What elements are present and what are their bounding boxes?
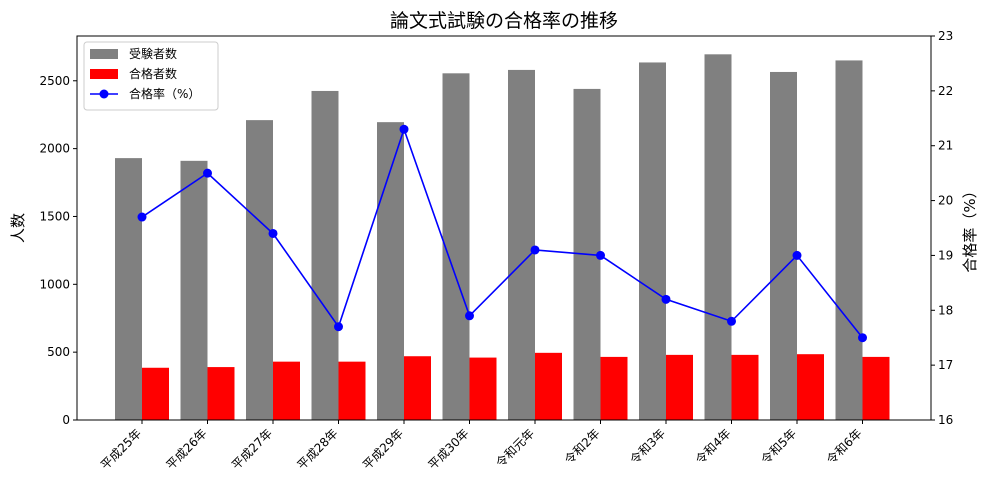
x-tick-label-11: 令和6年 xyxy=(823,426,864,467)
chart-title: 論文式試験の合格率の推移 xyxy=(390,10,618,32)
bar-passers-1 xyxy=(207,367,235,420)
bar-passers-8 xyxy=(666,354,693,420)
x-tick-label-5: 平成30年 xyxy=(425,426,471,472)
legend-label-2: 合格率（%） xyxy=(129,86,200,101)
x-tick-label-2: 平成27年 xyxy=(229,426,275,472)
bar-examinees-10 xyxy=(770,71,797,421)
y-tick-label-3: 1500 xyxy=(39,209,70,223)
bar-examinees-3 xyxy=(311,90,339,420)
y2-tick-label-1: 17 xyxy=(938,358,953,372)
plot-area xyxy=(115,54,890,421)
bar-examinees-0 xyxy=(115,158,142,420)
bar-passers-0 xyxy=(142,367,169,420)
bar-passers-7 xyxy=(600,356,628,420)
x-tick-label-1: 平成26年 xyxy=(163,426,209,472)
point-pass-rate-4 xyxy=(399,124,409,134)
x-tick-label-10: 令和5年 xyxy=(758,426,799,467)
x-tick-label-6: 令和元年 xyxy=(493,426,538,471)
bar-examinees-2 xyxy=(246,120,273,421)
legend-swatch-0 xyxy=(90,49,118,59)
y-tick-label-0: 0 xyxy=(62,413,70,427)
bar-passers-10 xyxy=(797,354,824,420)
y2-tick-label-4: 20 xyxy=(938,194,953,208)
y-axis-label: 人数 xyxy=(9,213,27,243)
y-tick-label-2: 1000 xyxy=(39,277,70,291)
bar-examinees-11 xyxy=(835,60,863,421)
bar-passers-4 xyxy=(404,356,431,420)
plot-frame xyxy=(76,35,932,421)
point-pass-rate-9 xyxy=(727,316,736,326)
x-tick-label-4: 平成29年 xyxy=(360,426,406,472)
bar-examinees-6 xyxy=(508,69,535,420)
y2-tick-label-6: 22 xyxy=(938,84,953,98)
y2-tick-label-0: 16 xyxy=(938,413,953,427)
y-tick-label-5: 2500 xyxy=(39,74,70,88)
y2-tick-label-3: 19 xyxy=(938,248,953,262)
legend-swatch-1 xyxy=(90,69,118,79)
x-axis: 平成25年 平成26年 平成27年 平成28年 平成29年 平成30年 令和元年 令和2年 令和… xyxy=(98,420,865,472)
point-pass-rate-10 xyxy=(792,250,802,260)
point-pass-rate-3 xyxy=(334,322,343,332)
y2-axis-label: 合格率（%） xyxy=(961,183,979,272)
bar-examinees-8 xyxy=(639,62,666,421)
y-tick-label-1: 500 xyxy=(47,345,70,359)
point-pass-rate-8 xyxy=(661,294,671,304)
y-tick-label-4: 2000 xyxy=(39,142,70,156)
point-pass-rate-1 xyxy=(203,168,212,178)
bar-examinees-4 xyxy=(377,122,404,421)
legend-label-0: 受験者数 xyxy=(129,46,177,61)
y-axis-right: 16 17 18 19 20 21 22 23 xyxy=(931,29,953,427)
y-axis-left: 0 500 1000 1500 2000 2500 xyxy=(39,74,77,427)
line-pass-rate xyxy=(141,126,864,339)
bar-examinees-5 xyxy=(442,73,470,421)
x-tick-label-8: 令和3年 xyxy=(627,426,668,467)
point-pass-rate-0 xyxy=(137,212,147,222)
bar-passers-5 xyxy=(469,357,497,420)
y2-tick-label-5: 21 xyxy=(938,139,953,153)
bar-passers-6 xyxy=(535,352,562,420)
bar-examinees-9 xyxy=(704,54,732,420)
x-tick-label-7: 令和2年 xyxy=(561,426,602,467)
x-tick-label-9: 令和4年 xyxy=(692,426,733,467)
x-tick-label-0: 平成25年 xyxy=(98,426,144,472)
point-pass-rate-2 xyxy=(268,228,278,238)
point-pass-rate-5 xyxy=(465,311,474,321)
bar-passers-11 xyxy=(862,356,890,420)
point-pass-rate-6 xyxy=(530,245,540,255)
legend-label-1: 合格者数 xyxy=(129,66,177,81)
legend-swatch-marker-2 xyxy=(99,89,109,99)
bar-passers-9 xyxy=(731,354,759,420)
bar-passers-3 xyxy=(338,361,366,420)
point-pass-rate-11 xyxy=(858,333,867,343)
bar-examinees-1 xyxy=(180,160,208,420)
y2-tick-label-2: 18 xyxy=(938,303,953,317)
point-pass-rate-7 xyxy=(596,250,605,260)
y2-tick-label-7: 23 xyxy=(938,29,953,43)
x-tick-label-3: 平成28年 xyxy=(294,426,340,472)
bar-passers-2 xyxy=(273,361,300,420)
